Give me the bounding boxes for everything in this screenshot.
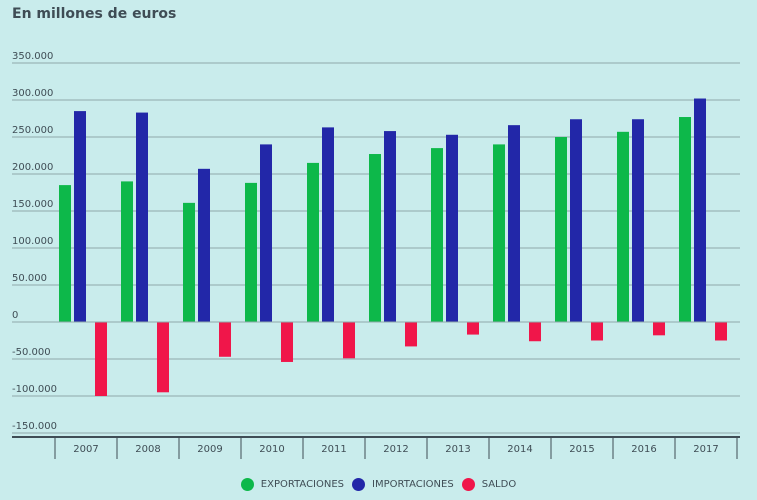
bar-exportaciones-2015 <box>555 137 567 322</box>
bar-importaciones-2016 <box>632 119 644 323</box>
legend-label: SALDO <box>481 479 517 490</box>
bar-importaciones-2014 <box>508 125 520 322</box>
bar-importaciones-2007 <box>74 111 86 322</box>
y-tick-label: 300.000 <box>12 88 53 99</box>
bar-importaciones-2010 <box>260 144 272 322</box>
bar-saldo-2012 <box>405 322 417 347</box>
legend-item: IMPORTACIONES <box>352 478 454 491</box>
bar-saldo-2014 <box>529 322 541 342</box>
y-tick-label: -150.000 <box>12 421 57 432</box>
bar-saldo-2009 <box>219 322 231 357</box>
bar-importaciones-2009 <box>198 168 210 322</box>
bar-exportaciones-2013 <box>431 148 443 322</box>
legend-label: IMPORTACIONES <box>372 479 454 490</box>
bar-exportaciones-2008 <box>121 181 133 322</box>
bar-saldo-2013 <box>467 322 479 335</box>
bar-importaciones-2012 <box>384 131 396 322</box>
bar-saldo-2011 <box>343 322 355 359</box>
bar-importaciones-2011 <box>322 127 334 322</box>
bar-chart: 350.000 300.000 250.000 200.000 150.000 100.0… <box>12 51 740 459</box>
bar-saldo-2017 <box>715 322 727 341</box>
bar-exportaciones-2017 <box>679 117 691 323</box>
y-tick-label: 250.000 <box>12 125 53 136</box>
x-tick-label: 2017 <box>693 444 718 455</box>
x-tick-label: 2007 <box>73 444 98 455</box>
bar-exportaciones-2009 <box>183 202 195 322</box>
bar-exportaciones-2014 <box>493 144 505 322</box>
bar-saldo-2008 <box>157 322 169 393</box>
bar-importaciones-2013 <box>446 134 458 322</box>
legend-item: EXPORTACIONES <box>240 478 345 491</box>
x-tick-label: 2009 <box>197 444 222 455</box>
x-tick-label: 2015 <box>569 444 594 455</box>
y-tick-label: 100.000 <box>12 236 53 247</box>
legend-swatch <box>461 478 475 491</box>
legend-swatch <box>240 478 254 491</box>
y-tick-label: -100.000 <box>12 384 57 395</box>
legend-item: SALDO <box>461 478 517 491</box>
bar-exportaciones-2010 <box>245 182 257 322</box>
bar-saldo-2007 <box>95 322 107 396</box>
x-tick-label: 2013 <box>445 444 470 455</box>
x-tick-label: 2016 <box>631 444 656 455</box>
y-tick-label: 0 <box>12 310 18 321</box>
x-tick-label: 2008 <box>135 444 160 455</box>
y-tick-label: 350.000 <box>12 51 53 62</box>
bar-exportaciones-2016 <box>617 131 629 322</box>
legend-label: EXPORTACIONES <box>260 479 345 490</box>
y-tick-label: 150.000 <box>12 199 53 210</box>
bar-exportaciones-2012 <box>369 154 381 322</box>
x-tick-label: 2010 <box>259 444 284 455</box>
x-tick-label: 2011 <box>321 444 346 455</box>
legend-swatch <box>352 478 366 491</box>
bar-exportaciones-2011 <box>307 162 319 322</box>
bar-saldo-2016 <box>653 322 665 336</box>
bar-exportaciones-2007 <box>59 185 71 322</box>
x-tick-label: 2014 <box>507 444 532 455</box>
legend: EXPORTACIONES IMPORTACIONES SALDO <box>0 478 757 491</box>
y-tick-label: 50.000 <box>12 273 47 284</box>
bar-importaciones-2015 <box>570 119 582 323</box>
bar-saldo-2015 <box>591 322 603 341</box>
x-tick-label: 2012 <box>383 444 408 455</box>
y-tick-label: 200.000 <box>12 162 53 173</box>
y-tick-label: -50.000 <box>12 347 51 358</box>
chart-title: En millones de euros <box>12 6 177 22</box>
bar-saldo-2010 <box>281 322 293 362</box>
bar-importaciones-2008 <box>136 112 148 322</box>
bar-importaciones-2017 <box>694 98 706 323</box>
